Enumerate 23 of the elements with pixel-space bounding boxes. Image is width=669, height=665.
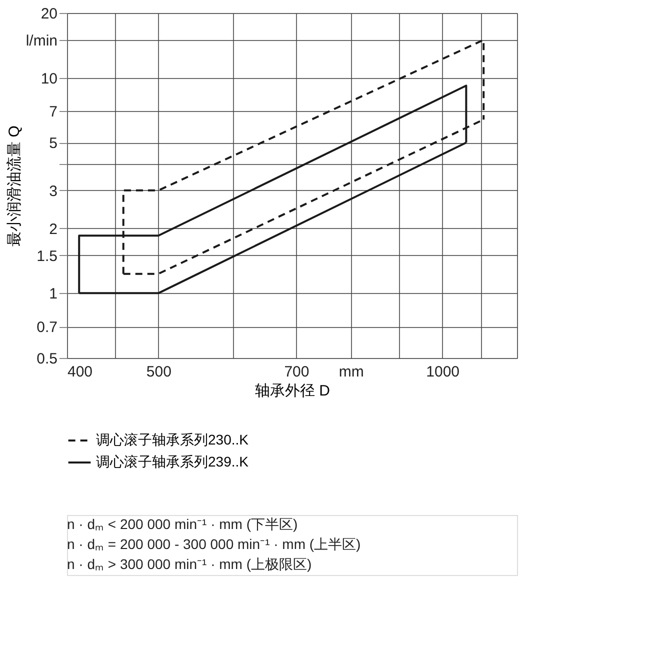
y-tick-label: 1 (49, 286, 58, 303)
y-tick-label: 2 (49, 220, 58, 238)
y-tick-label: 0.7 (36, 319, 58, 336)
y-tick-label: 10 (40, 70, 58, 88)
x-axis-title: 轴承外径 D (255, 382, 330, 400)
y-tick-label: 20 (40, 6, 58, 22)
y-tick-label: 7 (49, 104, 58, 121)
legend-label: 调心滚子轴承系列230..K (96, 432, 250, 448)
text: n · dₘ = 200 000 - 300 000 min⁻¹ · mm (上半区) (67, 536, 361, 552)
y-axis-title: 最小润滑油流量 Q (6, 126, 23, 246)
x-tick-label: 700 (284, 364, 310, 380)
x-tick-label: 1000 (426, 364, 460, 380)
x-tick-label: 400 (68, 364, 93, 380)
y-tick-label: l/min (26, 32, 58, 50)
y-tick-label: 0.5 (36, 350, 58, 368)
y-tick-label: 1.5 (36, 248, 58, 265)
legend-label: 调心滚子轴承系列239..K (96, 454, 250, 470)
y-tick-label: 3 (49, 182, 58, 200)
text: n · dₘ < 200 000 min⁻¹ · mm (下半区) (67, 516, 298, 532)
y-tick-label: 5 (49, 135, 58, 152)
x-tick-label: 500 (146, 364, 172, 380)
x-tick-label: mm (338, 364, 364, 380)
text: n · dₘ > 300 000 min⁻¹ · mm (上极限区) (67, 556, 312, 572)
